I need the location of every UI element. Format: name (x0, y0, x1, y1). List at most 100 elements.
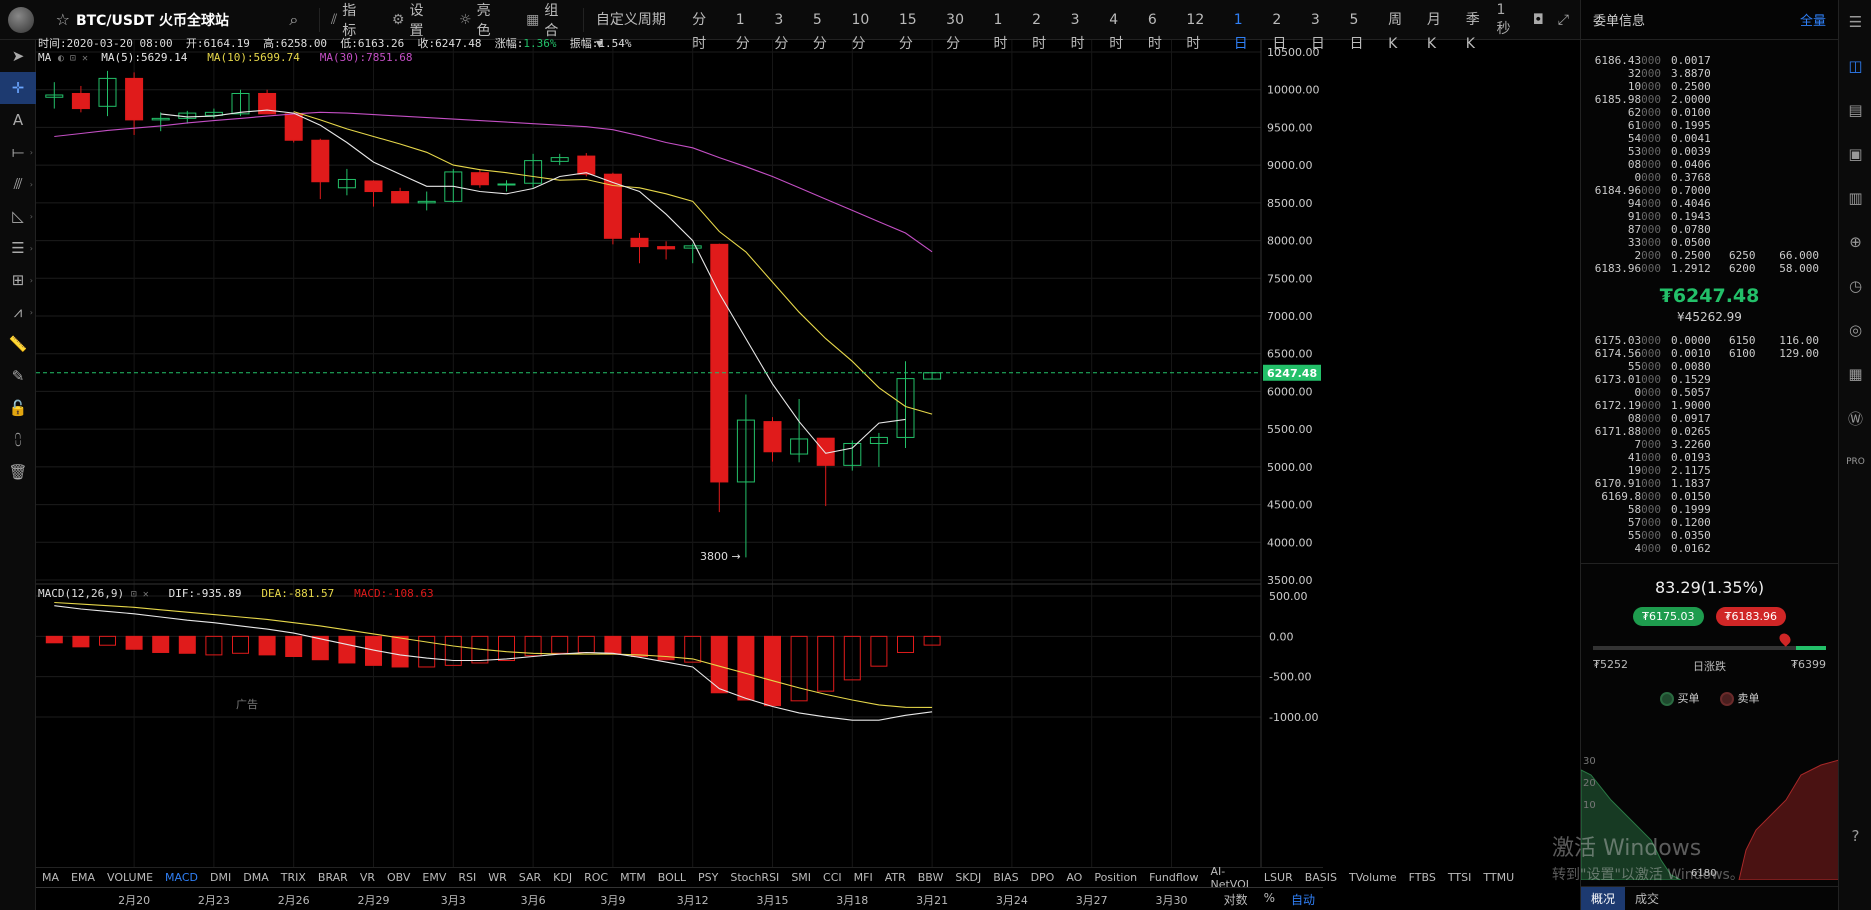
orderbook-row[interactable]: 6169.8000 0.0150 (1581, 490, 1838, 503)
alarm-clock-icon[interactable]: ◷ (1848, 277, 1863, 295)
period-4时[interactable]: 4时 (1109, 11, 1124, 52)
indicator-tab-ttmu[interactable]: TTMU (1483, 871, 1515, 884)
sell-legend[interactable]: 卖单 (1719, 690, 1760, 706)
fullscreen-icon[interactable]: ⤢ (1557, 11, 1569, 28)
log-scale-button[interactable]: 对数 (1223, 893, 1248, 907)
indicator-tab-tvolume[interactable]: TVolume (1349, 871, 1397, 884)
period-30分[interactable]: 30分 (946, 11, 964, 52)
ad-label[interactable]: 广告 (236, 698, 258, 711)
period-月K[interactable]: 月K (1426, 11, 1441, 52)
indicator-tab-macd[interactable]: MACD (165, 871, 199, 884)
rectangle-tool-icon[interactable]: ⊞ › (11, 271, 33, 289)
indicator-tab-boll[interactable]: BOLL (657, 871, 687, 884)
period-1时[interactable]: 1时 (993, 11, 1008, 52)
orderbook-row[interactable]: 61000 0.1995 (1581, 119, 1838, 132)
orderbook-row[interactable]: 58000 0.1999 (1581, 503, 1838, 516)
indicator-tab-dma[interactable]: DMA (243, 871, 269, 884)
orderbook-row[interactable]: 32000 3.8870 (1581, 67, 1838, 80)
orderbook-row[interactable]: 41000 0.0193 (1581, 451, 1838, 464)
indicator-tab-skdj[interactable]: SKDJ (955, 871, 982, 884)
indicator-tab-bias[interactable]: BIAS (993, 871, 1019, 884)
indicator-tab-volume[interactable]: VOLUME (106, 871, 154, 884)
search-icon[interactable]: ⌕ (289, 9, 299, 29)
indicator-tab-bbw[interactable]: BBW (917, 871, 944, 884)
orderbook-row[interactable]: 55000 0.0350 (1581, 529, 1838, 542)
auto-scale-button[interactable]: 自动 (1290, 893, 1315, 907)
add-window-icon[interactable]: ⊕ (1849, 233, 1862, 251)
triangle-tool-icon[interactable]: ◺ › (12, 207, 33, 225)
indicator-tab-mfi[interactable]: MFI (853, 871, 873, 884)
indicator-tab-rsi[interactable]: RSI (458, 871, 477, 884)
candlestick-chart[interactable]: 10500.00 10000.00 9500.00 9000.00 8500.00 800… (36, 40, 1323, 867)
orderbook-row[interactable]: 33000 0.0500 (1581, 236, 1838, 249)
indicator-tab-sar[interactable]: SAR (518, 871, 542, 884)
trend-chart-icon[interactable]: ◫ (1848, 57, 1863, 75)
indicator-tab-mtm[interactable]: MTM (620, 871, 646, 884)
orderbook-row[interactable]: 7000 3.2260 (1581, 438, 1838, 451)
web-icon[interactable]: Ⓦ (1847, 409, 1863, 428)
orderbook-row[interactable]: 08000 0.0406 (1581, 158, 1838, 171)
light-theme-button[interactable]: ☼ 亮色 (459, 2, 491, 39)
orderbook-row[interactable]: 53000 0.0039 (1581, 145, 1838, 158)
indicator-tab-wr[interactable]: WR (488, 871, 507, 884)
clipboard-icon[interactable]: ▣ (1848, 145, 1863, 163)
orderbook-row[interactable]: 62000 0.0100 (1581, 106, 1838, 119)
orderbook-row[interactable]: 6184.96000 0.7000 (1581, 184, 1838, 197)
orderbook-row[interactable]: 10000 0.2500 (1581, 80, 1838, 93)
orderbook-row[interactable]: 54000 0.0041 (1581, 132, 1838, 145)
orderbook-row[interactable]: 55000 0.0080 (1581, 360, 1838, 373)
ma-legend-controls[interactable]: ◐ ⊡ ✕ (57, 53, 88, 64)
indicator-tab-kdj[interactable]: KDJ (553, 871, 573, 884)
orderbook-row[interactable]: 0000 0.3768 (1581, 171, 1838, 184)
orderbook-row[interactable]: 6186.43000 0.0017 (1581, 54, 1838, 67)
period-5日[interactable]: 5日 (1349, 11, 1364, 52)
orderbook-row[interactable]: 6172.19000 1.9000 (1581, 399, 1838, 412)
orderbook-row[interactable]: 94000 0.4046 (1581, 197, 1838, 210)
wave-tool-icon[interactable]: ⩘ › (13, 303, 33, 321)
best-bid-badge[interactable]: ₮6175.03 (1633, 607, 1704, 626)
percent-scale-button[interactable]: % (1263, 891, 1275, 905)
indicator-tab-lsur[interactable]: LSUR (1263, 871, 1293, 884)
indicator-tab-brar[interactable]: BRAR (317, 871, 348, 884)
period-2日[interactable]: 2日 (1272, 11, 1287, 52)
indicator-tab-ftbs[interactable]: FTBS (1408, 871, 1436, 884)
cursor-arrow-icon[interactable]: ➤ (11, 47, 25, 65)
period-10分[interactable]: 10分 (851, 11, 870, 52)
camera-icon[interactable]: ◘ (1532, 11, 1544, 28)
bar-chart-icon[interactable]: ▥ (1848, 189, 1863, 207)
indicator-tab-vr[interactable]: VR (359, 871, 375, 884)
period-15分[interactable]: 15分 (898, 11, 917, 52)
orderbook-row[interactable]: 6170.91000 1.1837 (1581, 477, 1838, 490)
pro-icon[interactable]: PRO (1846, 457, 1865, 467)
orderbook-row[interactable]: 6175.03000 0.0000 6150 116.00 (1581, 334, 1838, 347)
indicator-tab-ao[interactable]: AO (1066, 871, 1083, 884)
indicator-tab-basis[interactable]: BASIS (1304, 871, 1337, 884)
indicator-tab-ttsi[interactable]: TTSI (1447, 871, 1472, 884)
tab-trades[interactable]: 成交 (1635, 892, 1660, 906)
period-3分[interactable]: 3分 (774, 11, 789, 52)
indicator-tab-fundflow[interactable]: Fundflow (1149, 871, 1199, 884)
orderbook-row[interactable]: 6173.01000 0.1529 (1581, 373, 1838, 386)
period-1日[interactable]: 1日 (1233, 11, 1248, 52)
orderbook-row[interactable]: 4000 0.0162 (1581, 542, 1838, 555)
period-6时[interactable]: 6时 (1147, 11, 1162, 52)
layout-combo-button[interactable]: ▦ 组合 (526, 2, 559, 39)
magnet-icon[interactable]: ⩇ (14, 431, 22, 449)
orderbook-row[interactable]: 0000 0.5057 (1581, 386, 1838, 399)
symbol-selector[interactable]: ☆ BTC/USDT 火币全球站 (42, 10, 290, 30)
settings-button[interactable]: ⚙ 设置 (391, 2, 424, 39)
best-ask-badge[interactable]: ₮6183.96 (1715, 607, 1786, 626)
indicator-tab-stochrsi[interactable]: StochRSI (730, 871, 780, 884)
ruler-icon[interactable]: 📏 (8, 335, 28, 353)
interval-label[interactable]: 1秒 (1496, 1, 1511, 37)
chart-area[interactable]: 10500.00 10000.00 9500.00 9000.00 8500.00 800… (36, 37, 1323, 870)
text-tool-icon[interactable]: A (12, 111, 24, 129)
orderbook-row[interactable]: 87000 0.0780 (1581, 223, 1838, 236)
period-分时[interactable]: 分时 (692, 11, 707, 52)
orderbook-row[interactable]: 6171.88000 0.0265 (1581, 425, 1838, 438)
indicator-tab-psy[interactable]: PSY (698, 871, 719, 884)
favorite-star-icon[interactable]: ☆ (55, 10, 70, 29)
crosshair-icon[interactable]: ✛ (0, 72, 36, 104)
orderbook-row[interactable]: 6174.56000 0.0010 6100 129.00 (1581, 347, 1838, 360)
orderbook-row[interactable]: 91000 0.1943 (1581, 210, 1838, 223)
